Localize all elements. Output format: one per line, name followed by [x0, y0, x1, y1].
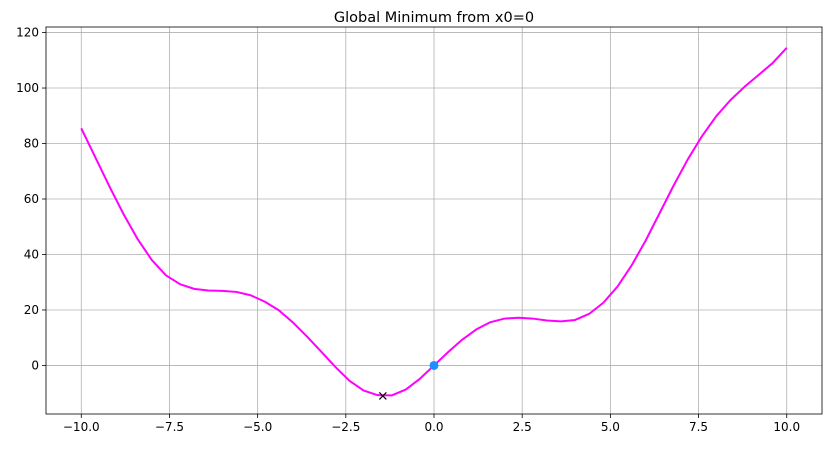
x-tick-label: −10.0	[63, 420, 100, 434]
x-tick-label: 2.5	[513, 420, 532, 434]
x-tick-label: −7.5	[155, 420, 184, 434]
grid	[46, 27, 822, 414]
x-tick-label: 10.0	[773, 420, 800, 434]
x-tick-label: 5.0	[601, 420, 620, 434]
y-tick-label: 0	[31, 358, 39, 372]
chart-title: Global Minimum from x0=0	[334, 10, 534, 26]
start-point-marker	[429, 360, 439, 370]
x-tick-label: −2.5	[331, 420, 360, 434]
x-tick-label: −5.0	[243, 420, 272, 434]
y-tick-label: 60	[24, 192, 39, 206]
y-tick-label: 100	[16, 81, 39, 95]
minimum-point-marker	[378, 392, 387, 400]
y-tick-label: 20	[24, 303, 39, 317]
y-tick-label: 40	[24, 247, 39, 261]
axis-ticks: −10.0 −7.5 −5.0 −2.5 0.0 2.5 5.0 7.5 10.0 0 20 40 60…	[16, 26, 800, 434]
y-tick-label: 80	[24, 137, 39, 151]
y-tick-label: 120	[16, 26, 39, 40]
x-tick-label: 7.5	[689, 420, 708, 434]
x-tick-label: 0.0	[424, 420, 443, 434]
plot-area	[80, 47, 788, 400]
